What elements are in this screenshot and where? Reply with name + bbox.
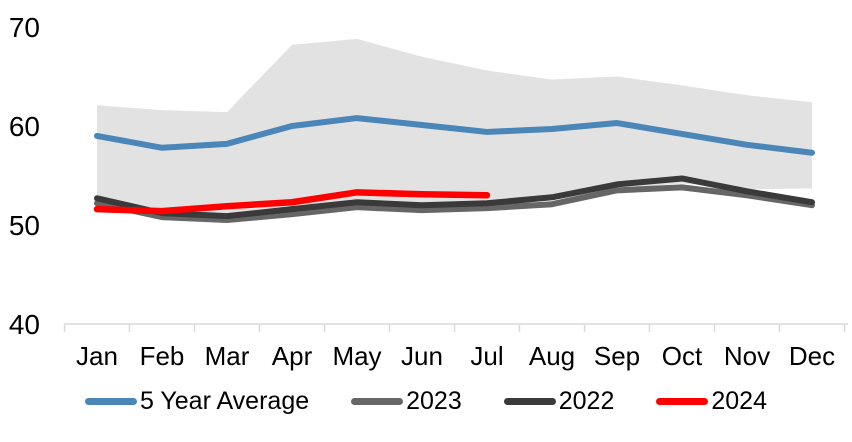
y-axis-label-50: 50 — [9, 210, 40, 241]
x-axis-label-may: May — [332, 341, 381, 371]
series-line-2022 — [94, 175, 815, 220]
legend-label-2024: 2024 — [711, 387, 767, 415]
chart-legend: 5 Year Average 2023 2022 2024 — [0, 389, 852, 414]
x-axis-label-nov: Nov — [724, 341, 770, 371]
legend-label-5-year-average: 5 Year Average — [139, 387, 310, 415]
legend-item-2024: 2024 — [656, 389, 767, 414]
series-line-2023 — [94, 184, 815, 224]
legend-swatch-2022 — [503, 398, 556, 405]
legend-item-2023: 2023 — [351, 389, 462, 414]
legend-swatch-5-year-average — [84, 398, 137, 405]
legend-label-2023: 2023 — [406, 387, 462, 415]
legend-label-2022: 2022 — [558, 387, 615, 415]
y-axis-label-40: 40 — [9, 309, 40, 340]
line-chart: Jan Feb Mar Apr May Jun Jul Aug Sep Oct Nov Dec 40 50… — [9, 12, 848, 371]
series-line-2024 — [93, 189, 491, 215]
x-axis-label-dec: Dec — [789, 341, 835, 371]
x-axis-label-jul: Jul — [470, 341, 503, 371]
x-axis-label-jun: Jun — [401, 341, 443, 371]
x-axis-label-feb: Feb — [140, 341, 185, 371]
y-axis-label-60: 60 — [9, 111, 40, 142]
legend-swatch-2023 — [351, 398, 404, 405]
y-axis-label-70: 70 — [9, 12, 40, 43]
x-axis-label-mar: Mar — [205, 341, 250, 371]
x-axis-label-oct: Oct — [662, 341, 703, 371]
x-axis-label-sep: Sep — [594, 341, 640, 371]
series-line-5-year-average — [94, 115, 815, 156]
legend-item-5-year-average: 5 Year Average — [84, 387, 310, 415]
legend-item-2022: 2022 — [503, 387, 615, 415]
x-axis-label-aug: Aug — [529, 341, 575, 371]
legend-swatch-2024 — [656, 398, 709, 405]
x-axis-label-jan: Jan — [76, 341, 118, 371]
x-axis-label-apr: Apr — [272, 341, 313, 371]
